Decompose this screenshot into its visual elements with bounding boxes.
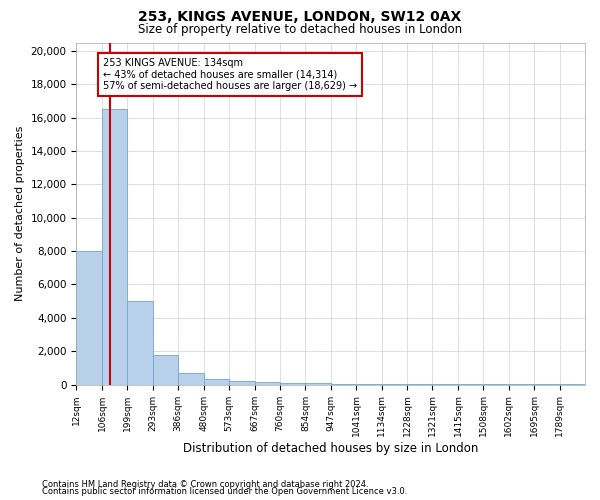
Bar [280, 383, 305, 384]
Text: Contains public sector information licensed under the Open Government Licence v3: Contains public sector information licen… [42, 488, 407, 496]
Text: 253, KINGS AVENUE, LONDON, SW12 0AX: 253, KINGS AVENUE, LONDON, SW12 0AX [139, 10, 461, 24]
Bar [178, 373, 203, 384]
Bar [76, 251, 102, 384]
Text: Contains HM Land Registry data © Crown copyright and database right 2024.: Contains HM Land Registry data © Crown c… [42, 480, 368, 489]
Text: Size of property relative to detached houses in London: Size of property relative to detached ho… [138, 22, 462, 36]
Bar [127, 301, 153, 384]
Bar [229, 382, 254, 384]
X-axis label: Distribution of detached houses by size in London: Distribution of detached houses by size … [183, 442, 478, 455]
Bar [153, 354, 178, 384]
Text: 253 KINGS AVENUE: 134sqm
← 43% of detached houses are smaller (14,314)
57% of se: 253 KINGS AVENUE: 134sqm ← 43% of detach… [103, 58, 357, 90]
Bar [102, 110, 127, 384]
Y-axis label: Number of detached properties: Number of detached properties [15, 126, 25, 301]
Bar [254, 382, 280, 384]
Bar [203, 379, 229, 384]
